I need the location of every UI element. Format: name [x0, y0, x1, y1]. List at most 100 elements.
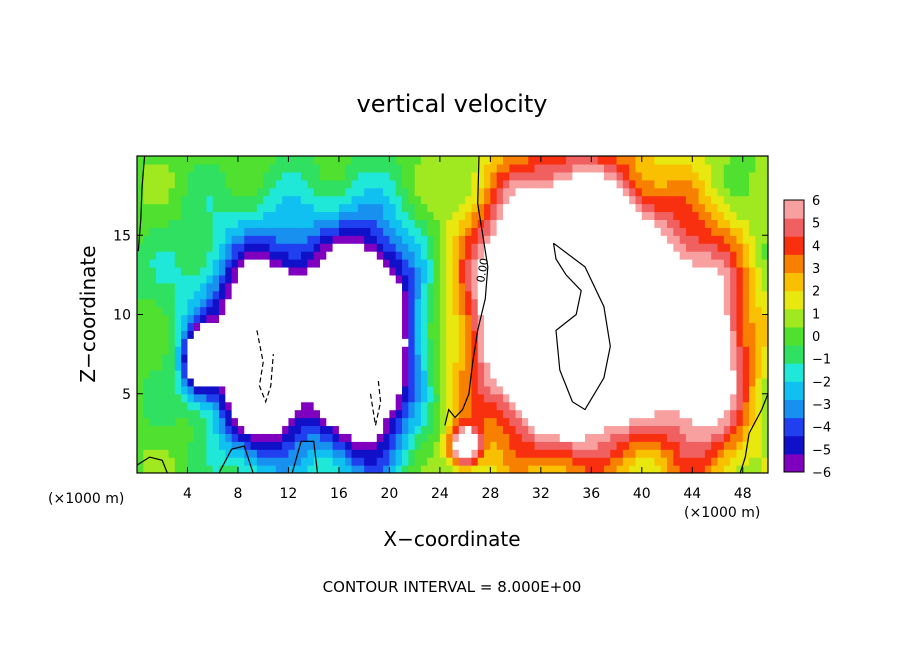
heatmap-cell — [193, 235, 201, 244]
heatmap-cell — [237, 377, 245, 387]
heatmap-cell — [629, 243, 637, 252]
heatmap-cell — [616, 259, 624, 268]
heatmap-cell — [395, 441, 403, 450]
heatmap-cell — [439, 179, 447, 189]
heatmap-cell — [168, 290, 176, 300]
heatmap-cell — [660, 409, 668, 419]
heatmap-cell — [635, 227, 643, 236]
heatmap-cell — [250, 259, 258, 268]
heatmap-cell — [225, 393, 233, 403]
heatmap-cell — [685, 259, 693, 268]
heatmap-cell — [168, 266, 176, 276]
heatmap-cell — [471, 409, 479, 419]
heatmap-cell — [477, 322, 485, 331]
heatmap-cell — [338, 322, 346, 331]
heatmap-cell — [578, 235, 586, 244]
heatmap-cell — [730, 235, 738, 244]
heatmap-cell — [616, 401, 624, 411]
heatmap-cell — [269, 314, 277, 324]
heatmap-cell — [174, 354, 182, 363]
heatmap-cell — [521, 171, 529, 181]
heatmap-cell — [629, 171, 637, 181]
heatmap-cell — [458, 298, 466, 308]
heatmap-cell — [749, 330, 756, 339]
heatmap-cell — [704, 282, 712, 292]
heatmap-cell — [357, 251, 365, 260]
heatmap-cell — [402, 163, 409, 173]
heatmap-cell — [711, 338, 719, 347]
heatmap-cell — [534, 314, 542, 324]
heatmap-cell — [149, 322, 157, 331]
heatmap-cell — [704, 219, 712, 228]
heatmap-cell — [566, 266, 573, 276]
heatmap-cell — [622, 179, 630, 189]
heatmap-cell — [515, 433, 523, 442]
heatmap-cell — [357, 441, 365, 450]
heatmap-cell — [603, 449, 611, 458]
heatmap-cell — [212, 195, 220, 205]
heatmap-cell — [193, 354, 201, 363]
heatmap-cell — [572, 330, 580, 339]
heatmap-cell — [490, 425, 498, 434]
heatmap-cell — [641, 314, 649, 324]
heatmap-cell — [307, 425, 315, 434]
heatmap-cell — [749, 385, 756, 395]
heatmap-cell — [301, 465, 308, 473]
heatmap-cell — [294, 441, 302, 450]
heatmap-cell — [162, 409, 170, 419]
heatmap-cell — [610, 211, 618, 221]
heatmap-cell — [559, 338, 567, 347]
heatmap-cell — [187, 203, 195, 213]
heatmap-cell — [679, 465, 687, 473]
heatmap-cell — [540, 163, 548, 173]
heatmap-cell — [301, 369, 308, 379]
heatmap-cell — [585, 354, 592, 363]
heatmap-cell — [231, 156, 239, 165]
heatmap-cell — [389, 251, 397, 260]
heatmap-cell — [477, 354, 485, 363]
heatmap-cell — [553, 163, 561, 173]
heatmap-cell — [288, 227, 296, 236]
heatmap-cell — [591, 243, 599, 252]
heatmap-cell — [357, 203, 365, 213]
heatmap-cell — [155, 187, 163, 197]
heatmap-cell — [149, 243, 157, 252]
heatmap-cell — [162, 354, 170, 363]
heatmap-cell — [667, 322, 674, 331]
heatmap-cell — [389, 171, 397, 181]
heatmap-cell — [559, 298, 567, 308]
heatmap-cell — [275, 163, 283, 173]
heatmap-cell — [288, 409, 296, 419]
heatmap-cell — [206, 235, 214, 244]
heatmap-cell — [370, 417, 378, 427]
heatmap-cell — [244, 171, 252, 181]
heatmap-cell — [301, 338, 308, 347]
heatmap-cell — [332, 369, 340, 379]
heatmap-cell — [660, 433, 668, 442]
heatmap-cell — [761, 195, 768, 205]
heatmap-cell — [263, 338, 271, 347]
heatmap-cell — [496, 179, 504, 189]
heatmap-cell — [389, 290, 397, 300]
heatmap-cell — [200, 219, 208, 228]
heatmap-cell — [578, 251, 586, 260]
heatmap-cell — [547, 243, 555, 252]
heatmap-cell — [427, 385, 435, 395]
heatmap-cell — [528, 298, 536, 308]
heatmap-cell — [219, 449, 226, 458]
heatmap-cell — [282, 417, 290, 427]
heatmap-cell — [446, 457, 454, 466]
heatmap-cell — [351, 243, 359, 252]
heatmap-cell — [755, 203, 763, 213]
heatmap-cell — [591, 449, 599, 458]
heatmap-cell — [332, 433, 340, 442]
heatmap-cell — [187, 417, 195, 427]
heatmap-cell — [395, 163, 403, 173]
heatmap-cell — [591, 227, 599, 236]
heatmap-cell — [673, 457, 681, 466]
heatmap-cell — [231, 377, 239, 387]
heatmap-cell — [143, 377, 151, 387]
heatmap-cell — [749, 465, 756, 473]
heatmap-cell — [736, 156, 744, 165]
heatmap-cell — [446, 298, 454, 308]
